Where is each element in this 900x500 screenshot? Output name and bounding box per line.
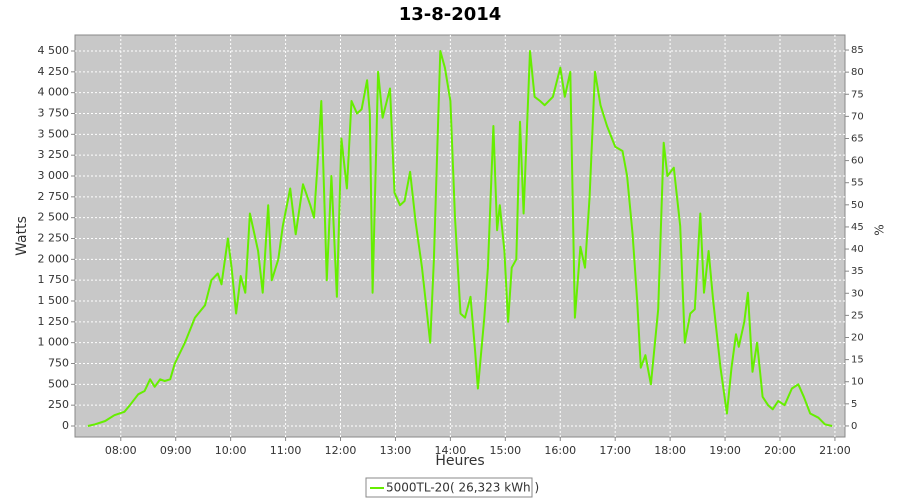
y2-tick-label: 50 — [851, 200, 864, 211]
y2-tick-label: 45 — [851, 222, 864, 233]
y2-tick-label: 75 — [851, 89, 864, 100]
y-tick-label: 2 250 — [38, 232, 70, 245]
y-tick-label: 1 000 — [38, 336, 70, 349]
y2-tick-label: 30 — [851, 288, 864, 299]
y2-tick-label: 65 — [851, 133, 864, 144]
x-axis-label: Heures — [435, 453, 484, 469]
x-tick-label: 12:00 — [325, 444, 357, 457]
y-tick-label: 3 500 — [38, 127, 70, 140]
y-axis-label: Watts — [14, 216, 30, 256]
x-tick-label: 21:00 — [819, 444, 851, 457]
x-tick-label: 11:00 — [270, 444, 302, 457]
plot-area — [74, 34, 846, 438]
y2-tick-label: 80 — [851, 67, 864, 78]
x-tick-label: 08:00 — [105, 444, 137, 457]
y2-axis-label: % — [873, 224, 887, 235]
x-tick-label: 10:00 — [215, 444, 247, 457]
y2-tick-label: 5 — [851, 399, 857, 410]
y-tick-label: 750 — [48, 357, 69, 370]
y2-tick-label: 85 — [851, 45, 864, 56]
y2-tick-label: 55 — [851, 178, 864, 189]
x-tick-label: 14:00 — [435, 444, 467, 457]
legend-label: 5000TL-20( 26,323 kWh ) — [386, 481, 539, 495]
y-tick-label: 3 750 — [38, 107, 70, 120]
y-tick-label: 1 750 — [38, 273, 70, 286]
y-tick-label: 3 250 — [38, 148, 70, 161]
y-tick-label: 4 000 — [38, 86, 70, 99]
x-tick-label: 20:00 — [764, 444, 796, 457]
x-tick-label: 18:00 — [654, 444, 686, 457]
y-tick-label: 250 — [48, 398, 69, 411]
x-tick-label: 09:00 — [160, 444, 192, 457]
y2-tick-label: 10 — [851, 377, 864, 388]
y-tick-label: 4 500 — [38, 44, 70, 57]
chart-title: 13-8-2014 — [399, 4, 502, 25]
line-series — [87, 50, 833, 427]
y-tick-label: 2 000 — [38, 252, 70, 265]
y-tick-label: 2 750 — [38, 190, 70, 203]
y-tick-label: 4 250 — [38, 65, 70, 78]
y-tick-label: 3 000 — [38, 169, 70, 182]
y2-tick-label: 70 — [851, 111, 864, 122]
y-tick-label: 1 500 — [38, 294, 70, 307]
y2-tick-label: 15 — [851, 355, 864, 366]
y2-tick-label: 20 — [851, 332, 864, 343]
x-tick-label: 19:00 — [709, 444, 741, 457]
y-tick-label: 1 250 — [38, 315, 70, 328]
y2-tick-label: 60 — [851, 156, 864, 167]
x-tick-label: 15:00 — [489, 444, 521, 457]
y-tick-label: 2 500 — [38, 211, 70, 224]
x-tick-label: 13:00 — [380, 444, 412, 457]
x-tick-label: 17:00 — [599, 444, 631, 457]
y2-tick-label: 40 — [851, 244, 864, 255]
x-tick-label: 16:00 — [544, 444, 576, 457]
y2-tick-label: 0 — [851, 421, 857, 432]
y-tick-label: 500 — [48, 377, 69, 390]
legend — [365, 477, 533, 498]
y-tick-label: 0 — [62, 419, 69, 432]
y2-tick-label: 25 — [851, 310, 864, 321]
y2-tick-label: 35 — [851, 266, 864, 277]
